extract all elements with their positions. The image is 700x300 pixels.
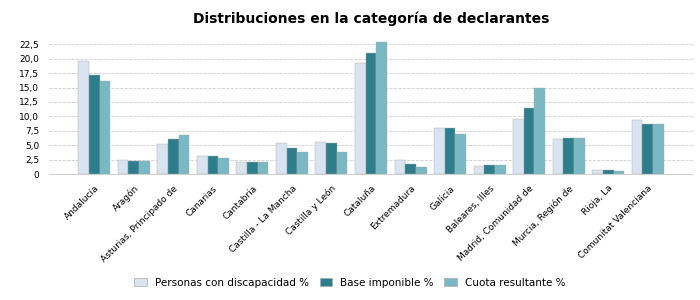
Bar bbox=[643, 124, 653, 174]
Bar bbox=[474, 166, 484, 174]
Bar bbox=[316, 142, 326, 174]
Bar bbox=[416, 167, 426, 174]
Bar bbox=[158, 144, 168, 174]
Bar bbox=[78, 61, 89, 174]
Bar bbox=[564, 138, 574, 174]
Bar bbox=[603, 170, 613, 174]
Bar bbox=[197, 156, 207, 174]
Bar bbox=[207, 156, 218, 174]
Bar bbox=[365, 53, 377, 174]
Bar bbox=[286, 148, 297, 174]
Bar bbox=[355, 63, 365, 174]
Bar bbox=[237, 163, 247, 174]
Bar bbox=[535, 88, 545, 174]
Bar bbox=[524, 108, 535, 174]
Bar bbox=[377, 41, 387, 174]
Bar bbox=[178, 135, 190, 174]
Bar bbox=[456, 134, 466, 174]
Bar bbox=[168, 140, 178, 174]
Bar bbox=[395, 160, 405, 174]
Bar bbox=[613, 170, 624, 174]
Bar bbox=[218, 158, 229, 174]
Bar bbox=[337, 152, 347, 174]
Bar bbox=[258, 163, 268, 174]
Bar bbox=[653, 124, 664, 174]
Bar bbox=[631, 120, 643, 174]
Bar bbox=[444, 128, 456, 174]
Title: Distribuciones en la categoría de declarantes: Distribuciones en la categoría de declar… bbox=[193, 12, 550, 26]
Bar bbox=[513, 119, 524, 174]
Bar bbox=[405, 164, 416, 174]
Bar bbox=[298, 152, 308, 174]
Legend: Personas con discapacidad %, Base imponible %, Cuota resultante %: Personas con discapacidad %, Base imponi… bbox=[130, 274, 570, 292]
Bar bbox=[495, 165, 505, 174]
Bar bbox=[129, 161, 139, 174]
Bar bbox=[276, 143, 286, 174]
Bar bbox=[89, 75, 99, 174]
Bar bbox=[247, 163, 258, 174]
Bar bbox=[139, 161, 150, 174]
Bar bbox=[99, 81, 111, 174]
Bar bbox=[592, 170, 603, 174]
Bar bbox=[118, 160, 129, 174]
Bar bbox=[434, 128, 444, 174]
Bar bbox=[326, 143, 337, 174]
Bar bbox=[574, 138, 584, 174]
Bar bbox=[484, 165, 495, 174]
Bar bbox=[552, 139, 564, 174]
